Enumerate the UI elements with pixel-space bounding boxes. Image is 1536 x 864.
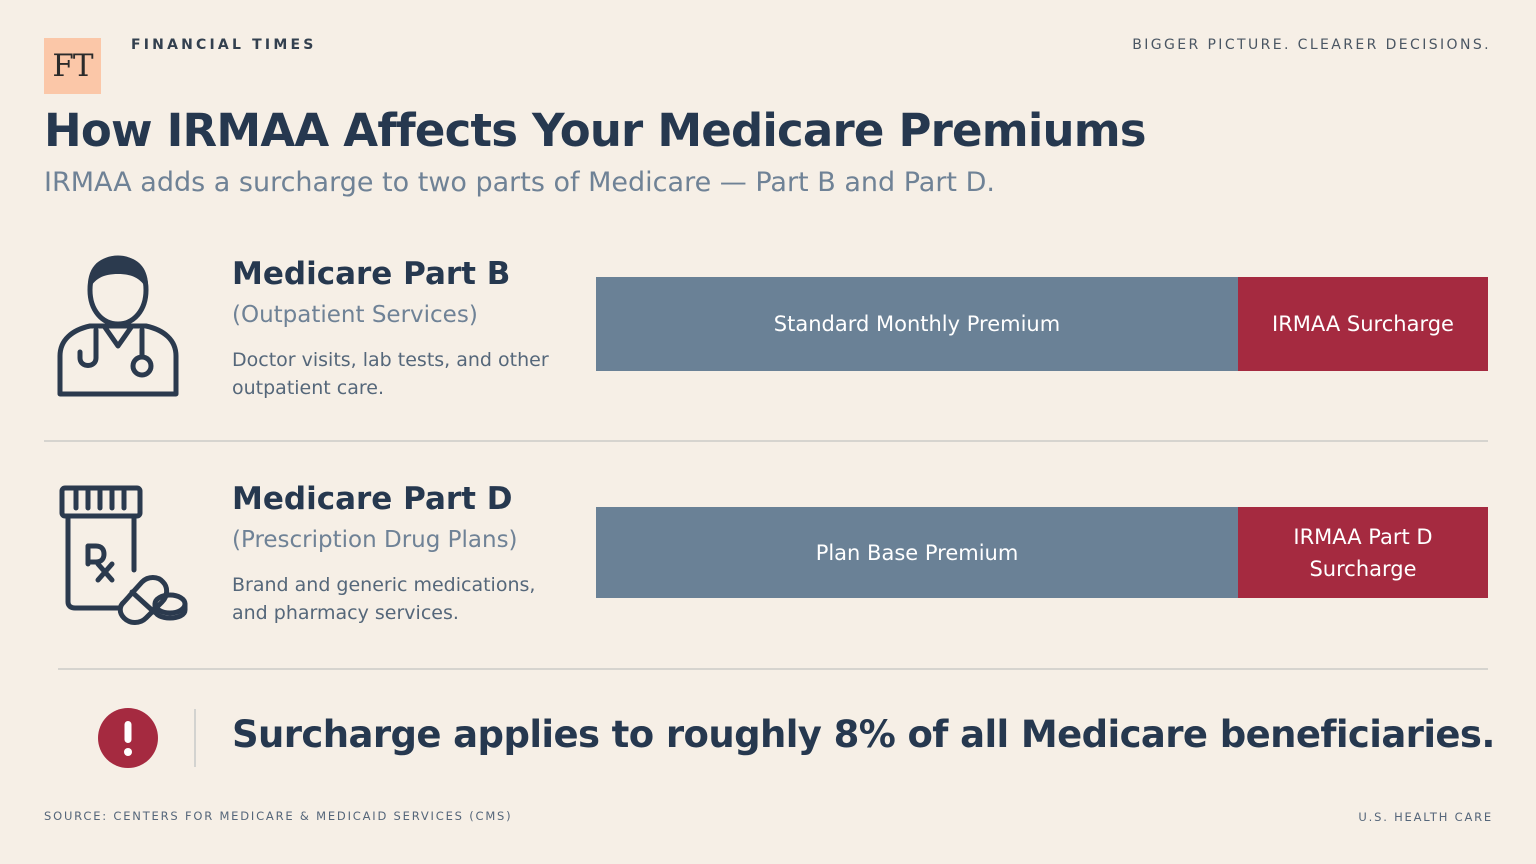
ft-logo: FT bbox=[44, 38, 101, 94]
logo-text: FT bbox=[52, 48, 93, 84]
page-subtitle: IRMAA adds a surcharge to two parts of M… bbox=[44, 167, 995, 198]
part-b-description: Doctor visits, lab tests, and other outp… bbox=[232, 349, 549, 399]
part-d-base-segment: Plan Base Premium bbox=[596, 507, 1238, 598]
part-b-surcharge-segment: IRMAA Surcharge bbox=[1238, 277, 1488, 371]
part-d-subtitle: (Prescription Drug Plans) bbox=[232, 527, 518, 553]
part-d-description: Brand and generic medications, and pharm… bbox=[232, 574, 536, 624]
part-b-title: Medicare Part B bbox=[232, 256, 511, 292]
part-d-premium-bar: Plan Base Premium IRMAA Part D Surcharge bbox=[596, 507, 1488, 598]
part-d-surcharge-segment: IRMAA Part D Surcharge bbox=[1238, 507, 1488, 598]
source-note: SOURCE: CENTERS FOR MEDICARE & MEDICAID … bbox=[44, 809, 513, 823]
section-tag: U.S. HEALTH CARE bbox=[1358, 810, 1493, 824]
part-d-title: Medicare Part D bbox=[232, 481, 513, 517]
doctor-icon bbox=[57, 255, 179, 397]
section-divider bbox=[44, 440, 1488, 442]
section-divider bbox=[58, 668, 1488, 670]
part-b-premium-bar: Standard Monthly Premium IRMAA Surcharge bbox=[596, 277, 1488, 371]
brand-name: FINANCIAL TIMES bbox=[131, 37, 317, 53]
callout-separator bbox=[194, 709, 196, 767]
prescription-bottle-icon bbox=[59, 485, 188, 625]
part-b-subtitle: (Outpatient Services) bbox=[232, 302, 478, 328]
tagline: BIGGER PICTURE. CLEARER DECISIONS. bbox=[1132, 37, 1491, 53]
callout-text: Surcharge applies to roughly 8% of all M… bbox=[232, 713, 1495, 756]
part-b-base-segment: Standard Monthly Premium bbox=[596, 277, 1238, 371]
alert-icon bbox=[98, 708, 158, 768]
page-title: How IRMAA Affects Your Medicare Premiums bbox=[44, 104, 1147, 157]
